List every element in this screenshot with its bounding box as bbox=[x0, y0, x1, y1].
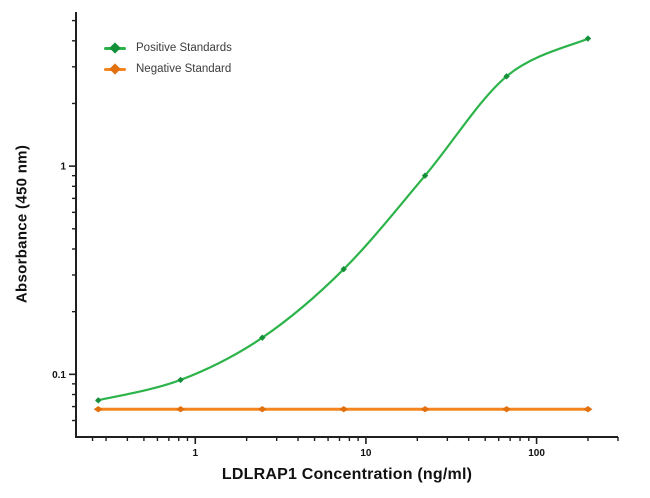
negative-standard-point bbox=[176, 405, 186, 413]
negative-standard-point bbox=[339, 405, 349, 413]
x-tick-label: 1 bbox=[192, 448, 198, 459]
positive-standards-point bbox=[340, 265, 347, 273]
negative-standard-point bbox=[502, 405, 512, 413]
x-tick-label: 10 bbox=[360, 448, 372, 459]
x-axis-title: LDLRAP1 Concentration (ng/ml) bbox=[221, 466, 473, 483]
y-tick-label: 0.1 bbox=[52, 370, 66, 381]
legend-item-negative-standard: Negative Standard bbox=[104, 63, 232, 75]
positive-standards-legend-marker bbox=[104, 42, 126, 54]
axes-frame bbox=[75, 12, 618, 438]
negative-standard-point bbox=[93, 405, 103, 413]
positive-standards-point bbox=[95, 397, 102, 404]
negative-standard-point bbox=[583, 405, 593, 413]
negative-standard-legend-marker bbox=[104, 63, 126, 75]
legend-item-positive-standards: Positive Standards bbox=[104, 42, 232, 54]
legend-diamond-swatch bbox=[109, 63, 121, 75]
x-tick-label: 100 bbox=[528, 448, 545, 459]
positive-standards-curve bbox=[97, 37, 590, 402]
positive-standards-point bbox=[177, 376, 184, 384]
y-axis-title: Absorbance (450 nm) bbox=[13, 144, 31, 304]
positive-standards-point bbox=[259, 334, 266, 341]
legend-diamond-swatch bbox=[109, 42, 121, 54]
y-tick-label: 1 bbox=[60, 162, 66, 173]
negative-standard-point bbox=[257, 405, 267, 413]
legend-label-positive-standards: Positive Standards bbox=[136, 42, 232, 54]
negative-standard-point bbox=[420, 405, 430, 413]
positive-standards-point bbox=[421, 172, 429, 179]
positive-standards-point bbox=[584, 35, 592, 42]
positive-standards-point bbox=[503, 73, 510, 80]
legend: Positive Standards Negative Standard bbox=[104, 42, 232, 75]
legend-label-negative-standard: Negative Standard bbox=[136, 63, 232, 75]
